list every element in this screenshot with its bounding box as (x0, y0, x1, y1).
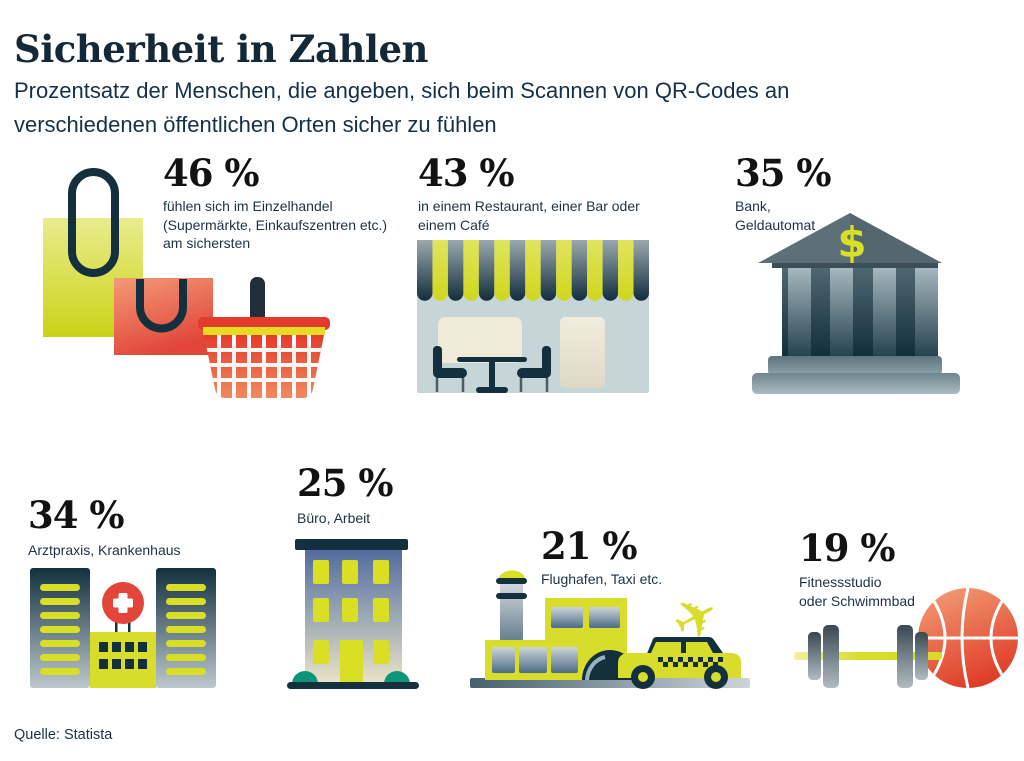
bag-handle-u (136, 279, 187, 333)
bush-right (384, 671, 410, 684)
hospital-building-icon (30, 568, 216, 688)
stat-label-hospital: Arztpraxis, Krankenhaus (28, 542, 181, 558)
bush-left (292, 671, 318, 684)
page-title: Sicherheit in Zahlen (14, 26, 428, 71)
cafe-storefront-icon (417, 240, 649, 393)
stat-value-retail: 46 % (163, 151, 260, 195)
page-subtitle: Prozentsatz der Menschen, die angeben, s… (14, 78, 790, 137)
ground-bar (287, 682, 419, 689)
stat-value-gym: 19 % (799, 526, 896, 570)
bank-step-lower (752, 373, 960, 394)
runway-ground (470, 678, 750, 688)
stat-label-office: Büro, Arbeit (297, 510, 371, 526)
stat-value-restaurant: 43 % (418, 151, 515, 195)
dumbbell (794, 625, 942, 688)
shopping-basket (198, 277, 330, 398)
architrave (772, 261, 938, 268)
tower-window-stripes (40, 584, 206, 675)
taxi (618, 637, 741, 689)
office-windows (313, 560, 389, 684)
office-door (340, 640, 363, 684)
bank-step-upper (768, 356, 942, 375)
bank-building-icon: $ (752, 213, 960, 394)
cafe-door (560, 317, 605, 388)
shopping-bags-basket-icon (43, 168, 330, 398)
gym-basketball-icon (794, 588, 1018, 688)
bistro-table (457, 357, 527, 393)
stat-value-bank: 35 % (735, 151, 832, 195)
chair-left (433, 346, 467, 392)
bank-columns (788, 266, 938, 358)
awning (417, 240, 649, 301)
stat-label-restaurant: in einem Restaurant, einer Bar oder eine… (418, 198, 640, 233)
basketball (918, 588, 1018, 688)
pediment (758, 213, 942, 263)
chair-right (517, 346, 551, 392)
airport-taxi-icon: ✈ (470, 570, 750, 689)
control-tower (496, 570, 527, 642)
stat-label-bank: Bank, Geldautomat (735, 198, 816, 233)
office-roof (295, 539, 408, 550)
center-windows (99, 642, 147, 669)
dollar-sign: $ (837, 218, 866, 267)
stat-label-airport: Flughafen, Taxi etc. (541, 571, 663, 587)
stat-value-office: 25 % (297, 461, 394, 505)
stat-value-airport: 21 % (541, 524, 638, 568)
red-shopping-bag (114, 278, 213, 355)
office-building-icon (287, 539, 419, 689)
medical-cross-icon (102, 582, 144, 624)
bag-handle (68, 168, 119, 277)
taxi-checker-band (658, 657, 723, 667)
stat-value-hospital: 34 % (28, 493, 125, 537)
stat-label-retail: fühlen sich im Einzelhandel (Supermärkte… (163, 198, 388, 251)
cafe-window (438, 317, 522, 363)
stat-label-gym: Fitnessstudio oder Schwimmbad (799, 574, 915, 609)
source-credit: Quelle: Statista (14, 727, 113, 743)
